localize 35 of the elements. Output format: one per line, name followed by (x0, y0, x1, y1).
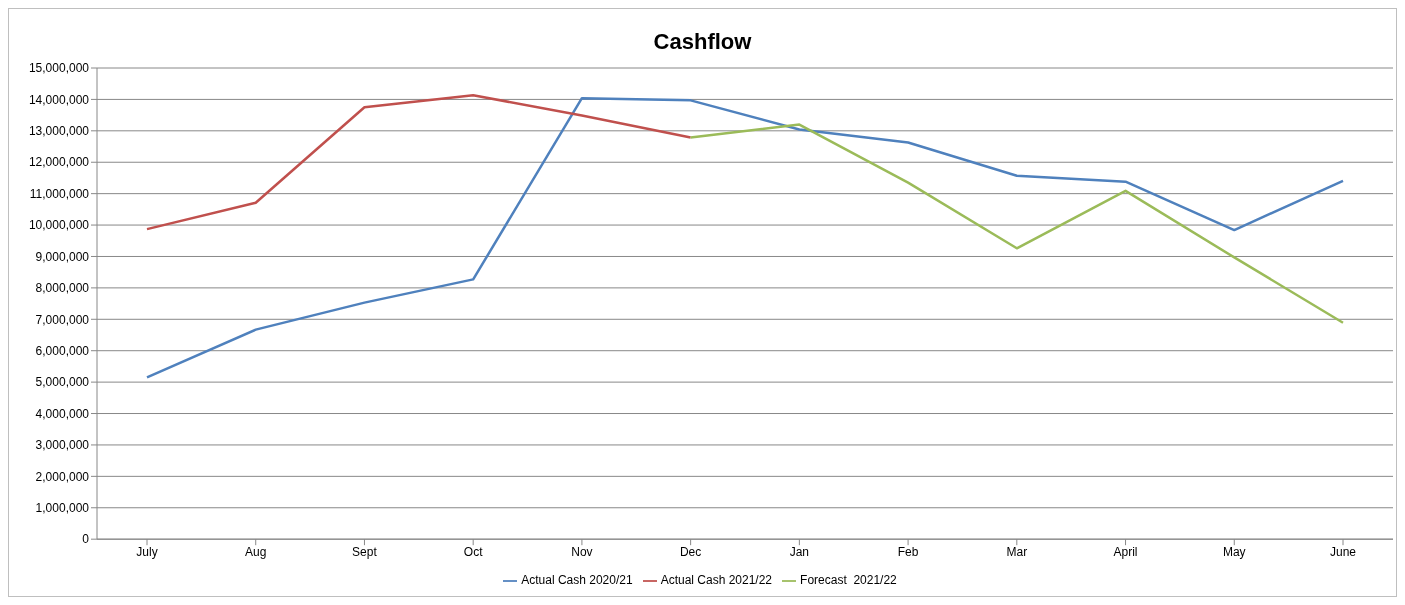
y-tick-label: 0 (82, 532, 90, 547)
x-tick-label: June (1329, 544, 1357, 559)
y-tick-label: 15,000,000 (28, 61, 90, 76)
chart-title: Cashflow (652, 29, 753, 55)
legend-label: Forecast 2021/22 (800, 573, 897, 588)
legend-label: Actual Cash 2021/22 (660, 573, 773, 588)
legend-label: Actual Cash 2020/21 (521, 573, 633, 588)
y-tick-label: 7,000,000 (35, 312, 90, 327)
x-tick-label: Jan (789, 544, 810, 559)
x-tick-label: Nov (571, 544, 593, 559)
y-tick-label: 4,000,000 (35, 406, 90, 421)
y-tick-label: 3,000,000 (35, 438, 90, 453)
y-tick-label: 14,000,000 (28, 92, 90, 107)
y-tick-label: 6,000,000 (35, 343, 90, 358)
y-tick-label: 9,000,000 (35, 249, 90, 264)
y-tick-label: 2,000,000 (35, 469, 90, 484)
x-tick-label: May (1222, 544, 1246, 559)
x-tick-label: April (1113, 544, 1138, 559)
y-tick-label: 8,000,000 (35, 281, 90, 296)
x-tick-label: Mar (1006, 544, 1028, 559)
x-tick-label: Oct (463, 544, 484, 559)
x-tick-label: Aug (245, 544, 267, 559)
x-tick-label: July (136, 544, 158, 559)
y-tick-label: 1,000,000 (35, 501, 90, 516)
y-tick-label: 5,000,000 (35, 375, 90, 390)
x-tick-label: Feb (897, 544, 919, 559)
line-series (145, 94, 692, 231)
line-series (689, 123, 1345, 324)
y-tick-label: 13,000,000 (28, 124, 90, 139)
line-series (145, 96, 1345, 379)
y-tick-label: 11,000,000 (29, 186, 90, 201)
y-tick-label: 10,000,000 (28, 218, 90, 233)
x-tick-label: Sept (352, 544, 378, 559)
x-tick-label: Dec (679, 544, 702, 559)
y-tick-label: 12,000,000 (28, 155, 90, 170)
